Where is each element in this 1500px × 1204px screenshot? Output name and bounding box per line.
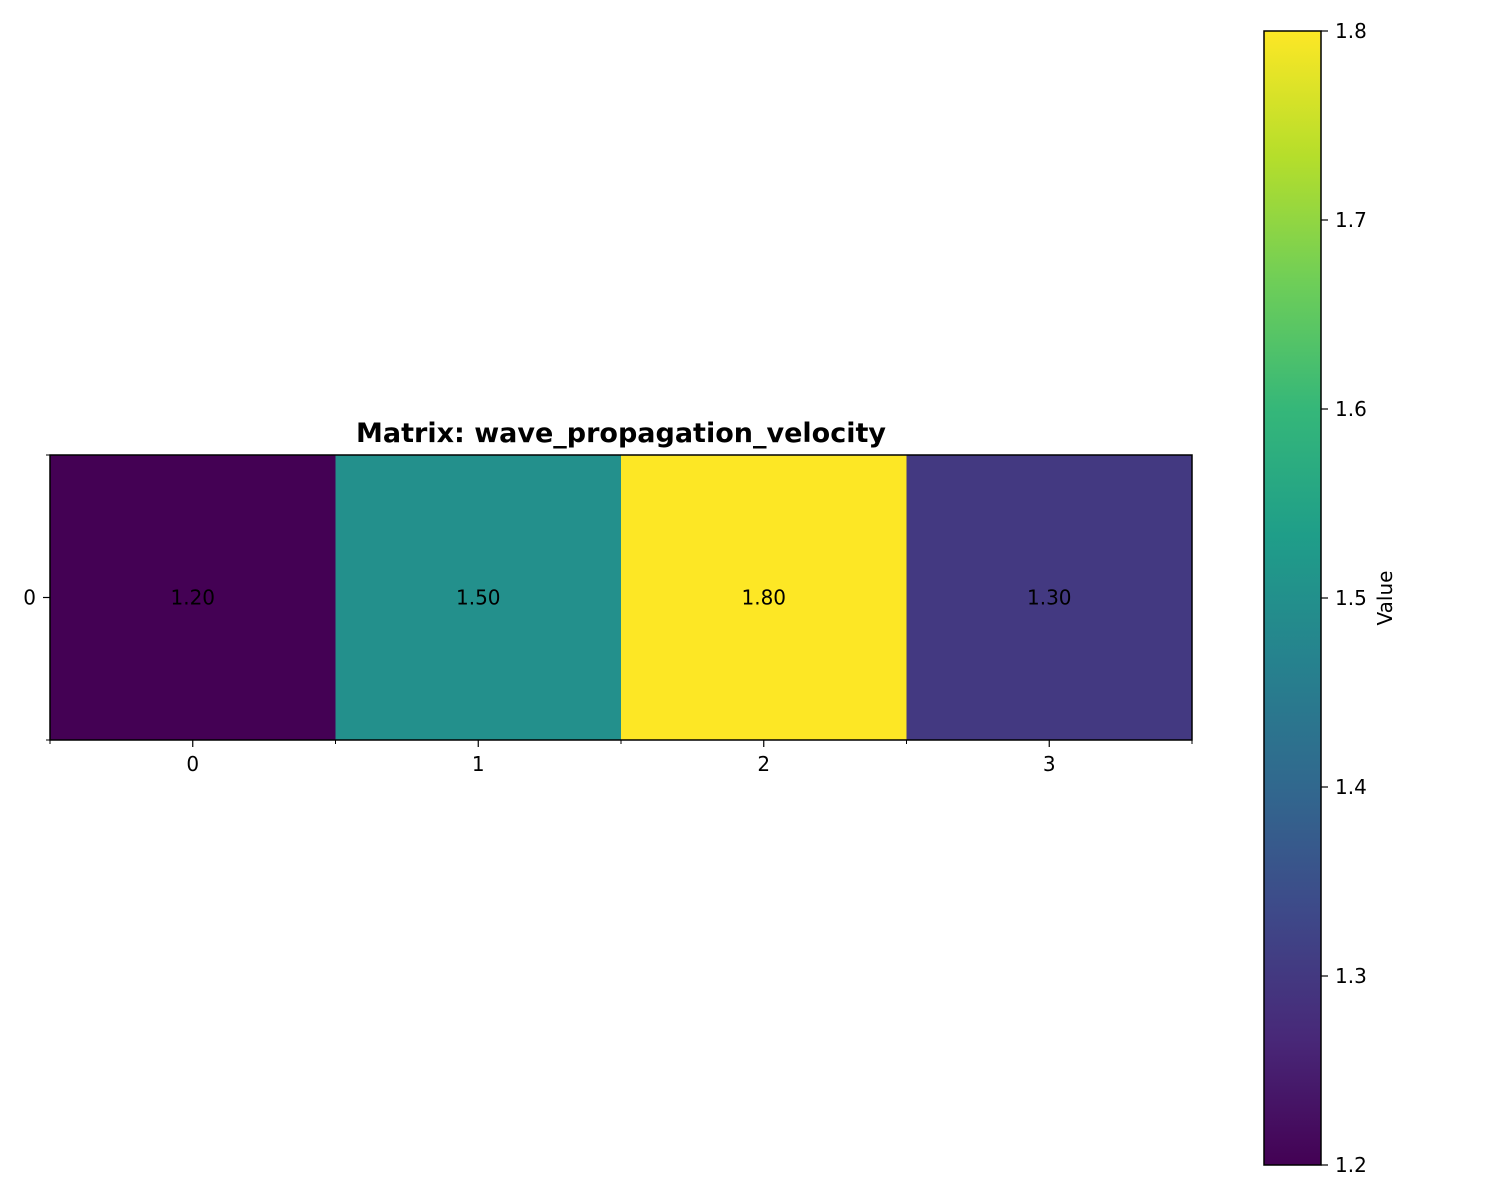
colorbar-ticks: 1.2 1.3 1.4 1.5 1.6 1.7 1.8 [1321,19,1367,1177]
x-tick-label: 1 [472,752,485,776]
colorbar-tick-label: 1.2 [1335,1153,1367,1177]
colorbar-label: Value [1373,571,1397,626]
colorbar-tick-label: 1.4 [1335,775,1367,799]
colorbar-tick-label: 1.7 [1335,208,1367,232]
x-tick-label: 3 [1043,752,1056,776]
cell-value-label: 1.20 [170,586,215,610]
colorbar-tick-label: 1.3 [1335,964,1367,988]
x-axis-ticks: 0 1 2 3 [49,740,1193,776]
heatmap-cell-labels: 1.20 1.50 1.80 1.30 [170,586,1071,610]
chart-title: Matrix: wave_propagation_velocity [356,418,886,449]
heatmap-cell [50,455,336,741]
colorbar: 1.2 1.3 1.4 1.5 1.6 1.7 1.8 Value [1263,19,1397,1177]
heatmap-cell [621,455,907,741]
x-tick-label: 0 [186,752,199,776]
colorbar-tick-label: 1.5 [1335,586,1367,610]
colorbar-tick-label: 1.8 [1335,19,1367,43]
y-tick-label: 0 [23,586,36,610]
cell-value-label: 1.30 [1027,586,1072,610]
y-axis-ticks: 0 [23,454,50,741]
heatmap-cell [335,455,622,741]
heatmap-cell [906,455,1193,741]
heatmap-cells [50,455,1193,741]
x-tick-label: 2 [757,752,770,776]
colorbar-gradient [1264,31,1321,1165]
colorbar-tick-label: 1.6 [1335,397,1367,421]
cell-value-label: 1.50 [456,586,501,610]
cell-value-label: 1.80 [741,586,786,610]
